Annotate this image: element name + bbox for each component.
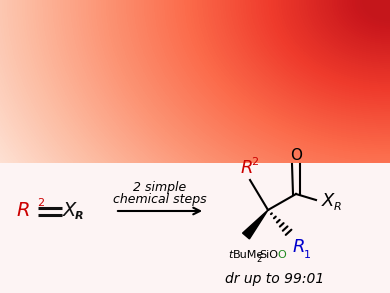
- Text: $2$: $2$: [251, 155, 259, 167]
- Text: O: O: [290, 149, 302, 163]
- Text: $2$: $2$: [37, 196, 45, 208]
- Polygon shape: [243, 210, 268, 239]
- Text: chemical steps: chemical steps: [113, 193, 207, 207]
- Text: R: R: [334, 202, 342, 212]
- Text: $R$: $R$: [239, 159, 252, 177]
- FancyBboxPatch shape: [0, 163, 390, 293]
- Text: $R$: $R$: [292, 238, 305, 256]
- Text: 2 simple: 2 simple: [133, 181, 187, 195]
- Text: $1$: $1$: [303, 248, 311, 260]
- Text: dr up to 99:01: dr up to 99:01: [225, 272, 324, 286]
- Text: $X$: $X$: [62, 200, 78, 219]
- Text: t: t: [229, 250, 233, 260]
- Text: O: O: [277, 250, 286, 260]
- Text: R: R: [75, 211, 83, 221]
- Text: $X$: $X$: [321, 192, 337, 210]
- Text: SiO: SiO: [259, 250, 278, 260]
- Text: $R$: $R$: [16, 200, 30, 219]
- Text: 2: 2: [256, 255, 261, 263]
- Text: BuMe: BuMe: [233, 250, 264, 260]
